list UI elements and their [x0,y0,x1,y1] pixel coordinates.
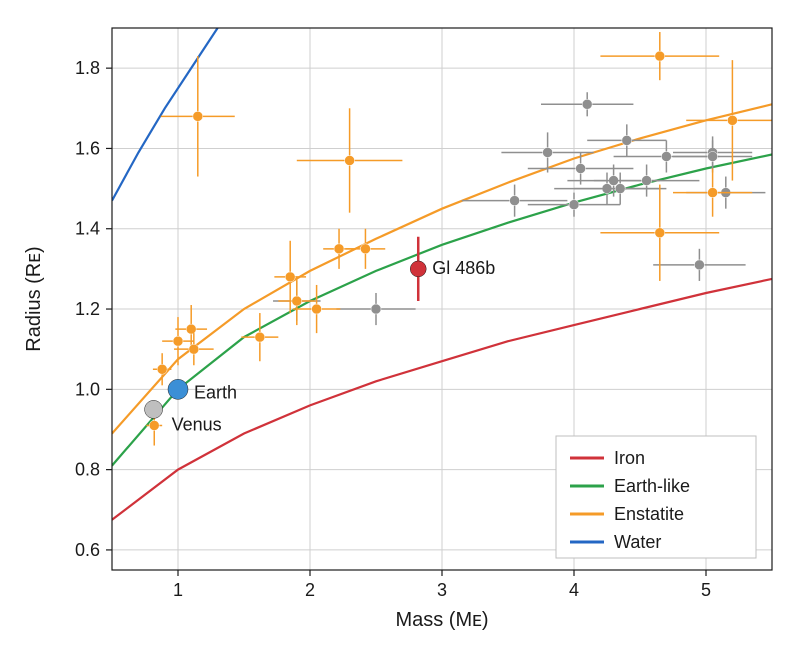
y-axis-label: Radius (Rᴇ) [23,246,45,351]
label-Venus: Venus [172,414,222,434]
orange-point [360,244,370,254]
legend-label: Iron [614,448,645,468]
orange-point [186,324,196,334]
legend-label: Enstatite [614,504,684,524]
orange-point [727,115,737,125]
xtick-label: 5 [701,580,711,600]
gray-point [576,164,586,174]
orange-point [312,304,322,314]
gray-point [622,135,632,145]
orange-point [157,364,167,374]
orange-point [345,155,355,165]
point-Gl486b [410,261,426,277]
ytick-label: 1.0 [75,379,100,399]
mass-radius-chart: Gl 486b Earth Venus 1 2 3 4 5 0.6 0.8 1.0 1.2 1.4 1.6… [0,0,800,653]
orange-point [189,344,199,354]
point-Earth [168,379,188,399]
orange-point [285,272,295,282]
ytick-label: 1.4 [75,219,100,239]
orange-point [292,296,302,306]
ytick-label: 0.8 [75,460,100,480]
gray-point [569,200,579,210]
gray-point [694,260,704,270]
ytick-label: 0.6 [75,540,100,560]
label-Gl486b: Gl 486b [432,258,495,278]
gray-point [543,147,553,157]
point-Venus [145,400,163,418]
gray-point [371,304,381,314]
legend-label: Earth-like [614,476,690,496]
gray-point [642,176,652,186]
gray-point [661,151,671,161]
label-Earth: Earth [194,382,237,402]
legend-label: Water [614,532,661,552]
xtick-label: 4 [569,580,579,600]
gray-point [615,184,625,194]
orange-point [334,244,344,254]
orange-point [655,228,665,238]
orange-point [173,336,183,346]
ytick-label: 1.2 [75,299,100,319]
x-axis-label: Mass (Mᴇ) [395,609,488,631]
orange-point [255,332,265,342]
gray-point [582,99,592,109]
ytick-label: 1.6 [75,138,100,158]
gray-point [708,151,718,161]
orange-point [708,188,718,198]
ytick-label: 1.8 [75,58,100,78]
gray-point [510,196,520,206]
orange-point [655,51,665,61]
xtick-label: 2 [305,580,315,600]
xtick-label: 3 [437,580,447,600]
xtick-label: 1 [173,580,183,600]
orange-point [193,111,203,121]
orange-point [149,420,159,430]
